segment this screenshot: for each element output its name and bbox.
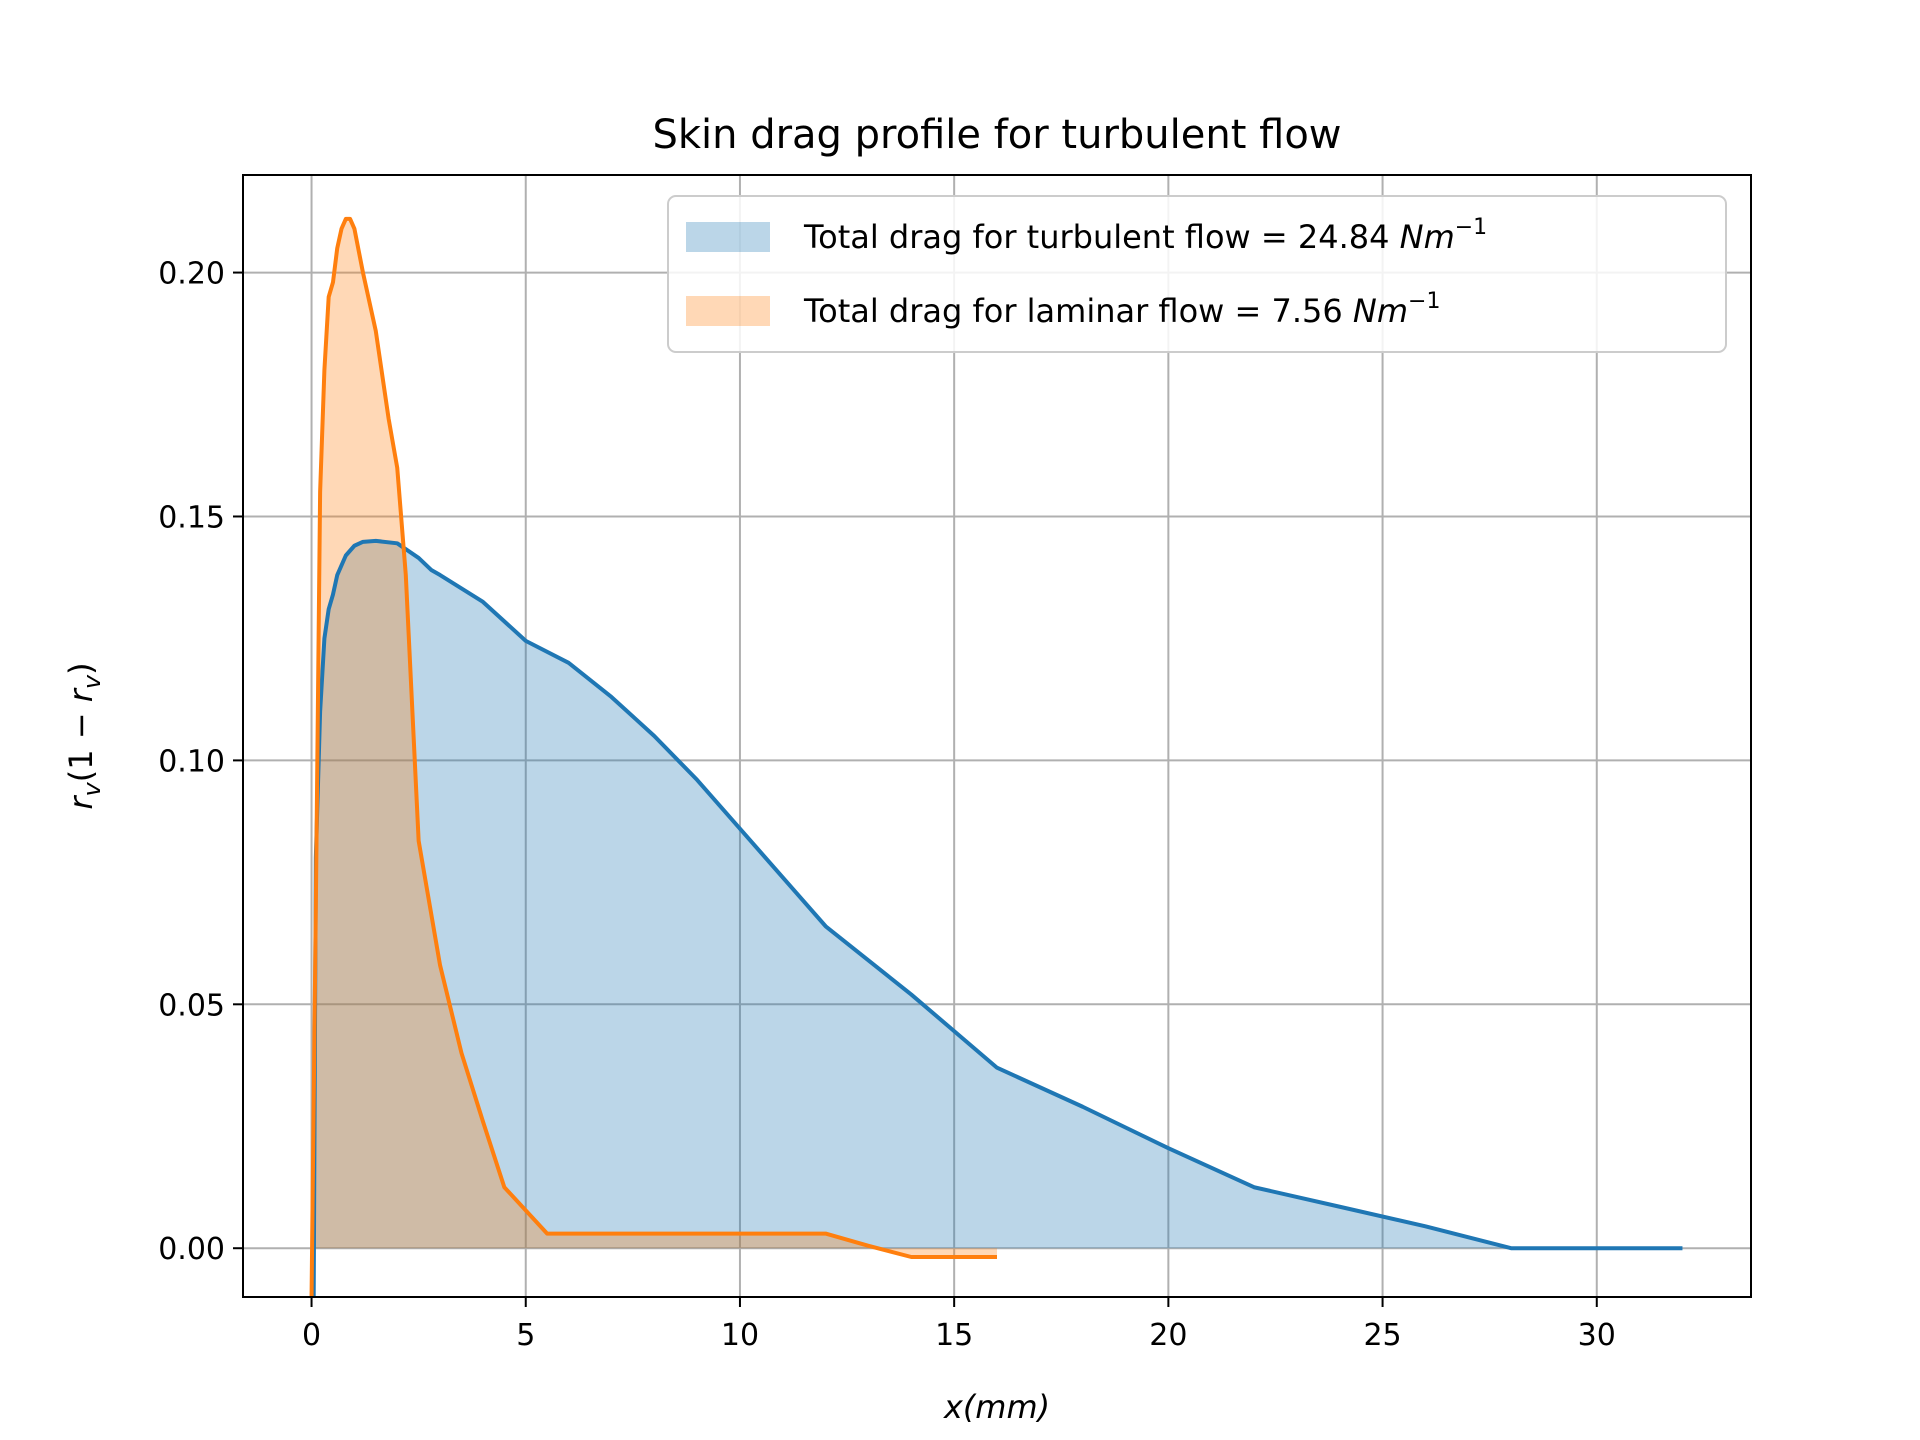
y-tick-label: 0.00 xyxy=(158,1232,225,1267)
ticks: 0 5 10 15 20 25 30 0.00 0.05 0.10 0.15 0.20 xyxy=(158,257,1616,1353)
legend-laminar-unit: Nm xyxy=(1353,292,1408,330)
y-label-sub2: v xyxy=(78,674,106,689)
y-label-sub1: v xyxy=(78,781,106,796)
area-fill-turbulent xyxy=(313,540,1683,1297)
series-lines xyxy=(309,216,1683,1298)
x-tick-label: 15 xyxy=(935,1318,973,1353)
x-tick-label: 25 xyxy=(1363,1318,1401,1353)
x-axis-label: x(mm) xyxy=(943,1388,1050,1426)
y-tick-label: 0.15 xyxy=(158,500,225,535)
legend-laminar-exp: −1 xyxy=(1408,289,1440,314)
legend-laminar-main: Total drag for laminar flow = 7.56 xyxy=(803,292,1353,330)
y-tick-label: 0.05 xyxy=(158,988,225,1023)
legend-label-laminar: Total drag for laminar flow = 7.56 Nm−1 xyxy=(803,289,1440,330)
legend-box xyxy=(667,195,1727,353)
x-tick-label: 5 xyxy=(516,1318,535,1353)
x-tick-label: 20 xyxy=(1149,1318,1187,1353)
legend-swatch-laminar xyxy=(686,296,770,326)
y-tick-label: 0.20 xyxy=(158,257,225,292)
y-label-mid: (1 − xyxy=(62,702,100,782)
y-label-r1: r xyxy=(62,795,100,810)
legend: Total drag for turbulent flow = 24.84 Nm… xyxy=(667,195,1727,353)
series-line-turbulent xyxy=(311,538,1683,1298)
plot-frame xyxy=(242,174,1752,1298)
legend-turbulent-main: Total drag for turbulent flow = 24.84 xyxy=(803,218,1400,256)
x-tick-label: 10 xyxy=(721,1318,759,1353)
y-axis-label: rv(1 − rv) xyxy=(62,662,106,809)
chart-title: Skin drag profile for turbulent flow xyxy=(652,112,1341,158)
x-tick-label: 30 xyxy=(1578,1318,1616,1353)
legend-swatch-turbulent xyxy=(686,222,770,252)
y-label-close: ) xyxy=(62,662,100,674)
legend-turbulent-exp: −1 xyxy=(1455,215,1487,240)
y-tick-label: 0.10 xyxy=(158,744,225,779)
x-tick-label: 0 xyxy=(302,1318,321,1353)
y-label-r2: r xyxy=(62,687,100,702)
legend-turbulent-unit: Nm xyxy=(1400,218,1455,256)
series-line-laminar xyxy=(309,216,997,1298)
legend-label-turbulent: Total drag for turbulent flow = 24.84 Nm… xyxy=(803,215,1487,256)
area-fills xyxy=(311,218,1683,1298)
area-fill-laminar xyxy=(311,218,998,1298)
grid xyxy=(243,175,1751,1297)
